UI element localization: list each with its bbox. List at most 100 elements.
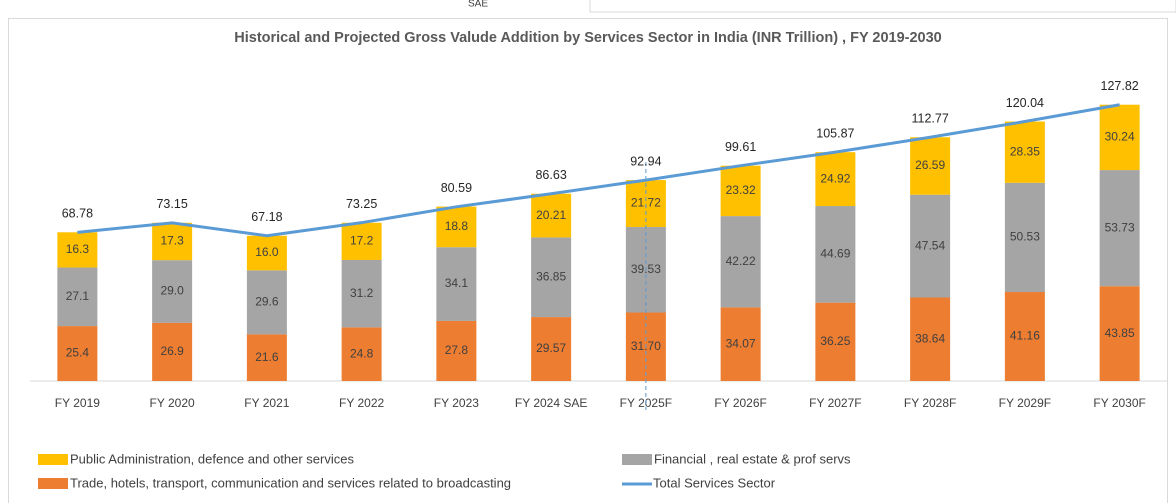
clipped-box [589,0,1176,13]
bar-segment [57,326,98,381]
value-label: 42.22 [726,254,756,268]
x-tick-label: FY 2030F [1093,396,1145,410]
total-label: 73.15 [156,197,187,211]
value-label: 17.2 [350,234,374,248]
value-label: 23.32 [726,183,756,197]
legend-label: Financial , real estate & prof servs [654,451,851,466]
value-label: 20.21 [536,208,566,222]
value-label: 36.25 [820,334,850,348]
chart-border [8,18,1168,503]
value-label: 26.59 [915,158,945,172]
bar-segment [910,297,951,381]
chart-title: Historical and Projected Gross Valude Ad… [234,30,942,46]
value-label: 24.92 [820,171,850,185]
bar-segment [152,222,193,261]
value-label: 29.6 [255,294,279,308]
caption-fragment: SAE [468,0,488,10]
bar-segment [57,232,98,268]
bar-segment [436,247,477,321]
value-label: 24.8 [350,346,374,360]
value-label: 29.57 [536,341,566,355]
x-tick-label: FY 2019 [55,396,100,410]
value-label: 41.16 [1010,329,1040,343]
value-label: 31.2 [350,286,374,300]
value-label: 21.6 [255,350,279,364]
x-tick-label: FY 2026F [714,396,766,410]
total-label: 120.04 [1006,96,1044,110]
bar-segment [910,137,951,195]
bar-segment [720,165,761,217]
bar-segment [531,317,572,381]
total-label: 68.78 [62,207,93,221]
value-label: 16.3 [66,242,90,256]
legend-swatch [38,478,68,489]
bar-segment [436,206,477,248]
value-label: 28.35 [1010,144,1040,158]
value-label: 30.24 [1105,130,1135,144]
value-label: 29.0 [160,284,184,298]
value-label: 36.85 [536,269,566,283]
bar-segment [246,334,287,381]
bar-segment [1004,182,1045,293]
bar-segment [341,222,382,260]
value-label: 18.8 [445,219,469,233]
legend-swatch [622,454,652,465]
x-tick-label: FY 2028F [904,396,956,410]
total-label: 73.25 [346,197,377,211]
x-tick-label: FY 2022 [339,396,384,410]
value-label: 17.3 [160,234,184,248]
x-tick-label: FY 2024 SAE [515,396,588,410]
bar-segment [152,260,193,323]
value-label: 21.72 [631,196,661,210]
x-tick-label: FY 2027F [809,396,861,410]
bar-segment [720,216,761,308]
value-label: 25.4 [66,346,90,360]
bar-segment [152,322,193,381]
bar-segment [531,237,572,318]
value-label: 26.9 [160,344,184,358]
value-label: 16.0 [255,245,279,259]
bar-segment [1099,104,1140,171]
legend-swatch [38,454,68,465]
total-label: 80.59 [441,181,472,195]
bar-segment [815,206,856,303]
total-label: 92.94 [630,154,661,168]
total-line [77,103,1120,238]
bar-segment [1099,170,1140,287]
legend-label: Total Services Sector [653,475,776,490]
bar-segment [341,259,382,328]
total-label: 127.82 [1101,79,1139,93]
bar-segment [1004,121,1045,183]
value-label: 34.07 [726,336,756,350]
legend-label: Trade, hotels, transport, communication … [70,475,511,490]
total-label: 86.63 [535,168,566,182]
bar-segment [57,267,98,327]
x-tick-label: FY 2021 [244,396,289,410]
value-label: 38.64 [915,331,945,345]
legend-label: Public Administration, defence and other… [70,451,354,466]
value-label: 53.73 [1105,220,1135,234]
bar-segment [436,320,477,381]
bar-segment [246,235,287,271]
bar-segment [910,194,951,298]
bar-segment [1099,286,1140,381]
value-label: 27.1 [66,289,90,303]
bar-segment [815,302,856,381]
x-tick-label: FY 2029F [999,396,1051,410]
x-tick-label: FY 2020 [150,396,195,410]
bar-segment [815,152,856,207]
value-label: 34.1 [445,276,469,290]
total-label: 99.61 [725,140,756,154]
bar-segment [531,193,572,238]
value-label: 43.85 [1105,326,1135,340]
value-label: 44.69 [820,247,850,261]
bar-segment [720,307,761,381]
value-label: 27.8 [445,343,469,357]
bar-segment [1004,292,1045,381]
bar-segment [341,327,382,381]
x-tick-label: FY 2023 [434,396,479,410]
total-label: 105.87 [816,126,854,140]
value-label: 47.54 [915,238,945,252]
total-label: 112.77 [911,112,948,126]
